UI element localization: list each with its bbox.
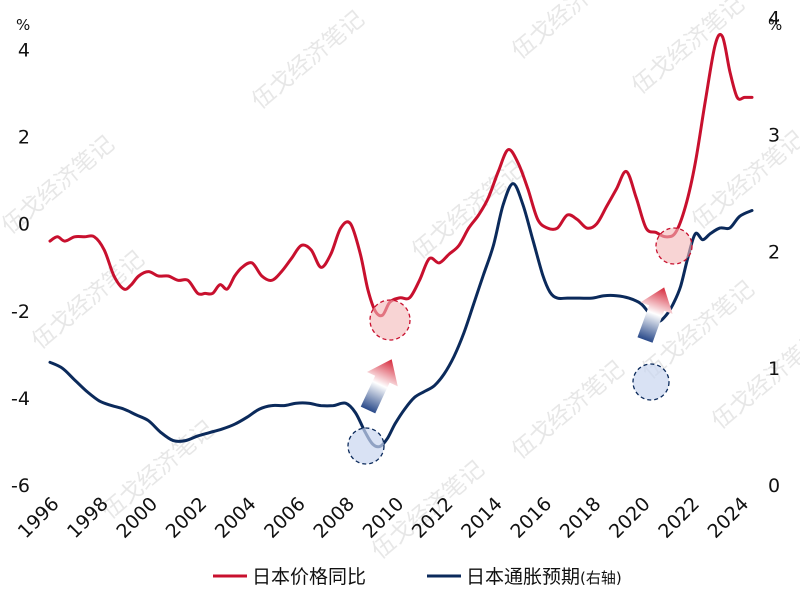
watermark-text: 伍戈经济笔记 <box>707 326 800 435</box>
highlight-circle-2009-expectation <box>347 427 385 465</box>
x-tick-label: 2002 <box>162 493 212 543</box>
x-tick-label: 2008 <box>309 493 359 543</box>
right-tick-label: 4 <box>768 8 780 30</box>
watermark-text: 伍戈经济笔记 <box>507 356 629 465</box>
highlight-circle-2010-price <box>369 299 411 341</box>
x-tick-label: 2024 <box>703 493 753 543</box>
right-tick-label: 1 <box>768 358 780 380</box>
left-axis: -6 -4 -2 0 2 4 <box>11 40 30 497</box>
right-tick-label: 2 <box>768 241 780 263</box>
left-tick-label: -4 <box>11 388 30 410</box>
right-tick-label: 3 <box>768 125 780 147</box>
x-tick-label: 2022 <box>654 493 704 543</box>
highlight-circle-2021-price <box>655 227 693 265</box>
left-tick-label: 4 <box>18 40 30 62</box>
left-axis-unit: % <box>16 16 30 34</box>
watermark-text: 伍戈经济笔记 <box>627 0 749 100</box>
x-tick-label: 2020 <box>605 493 655 543</box>
right-tick-label: 0 <box>768 475 780 497</box>
x-tick-label: 1996 <box>14 493 64 543</box>
right-axis: 0 1 2 3 4 <box>768 8 780 497</box>
up-arrow-icon <box>360 359 398 414</box>
left-tick-label: 0 <box>18 214 30 236</box>
watermark-text: 伍戈经济笔记 <box>507 0 629 65</box>
legend-label-price: 日本价格同比 <box>252 566 366 588</box>
up-arrow-icon <box>637 287 673 343</box>
x-tick-label: 2006 <box>260 493 310 543</box>
watermark-text: 伍戈经济笔记 <box>687 126 800 235</box>
legend: 日本价格同比 日本通胀预期(右轴) <box>213 566 622 588</box>
x-tick-label: 2014 <box>457 493 507 543</box>
watermark-text: 伍戈经济笔记 <box>407 156 529 265</box>
watermark-text: 伍戈经济笔记 <box>27 246 149 355</box>
annotations <box>347 227 693 465</box>
x-tick-label: 2018 <box>556 493 606 543</box>
x-tick-label: 2004 <box>211 493 261 543</box>
left-tick-label: -6 <box>11 475 30 497</box>
right-axis-unit: % <box>768 16 782 34</box>
highlight-circle-2020-expectation <box>632 363 670 401</box>
x-tick-label: 2016 <box>506 493 556 543</box>
left-tick-label: 2 <box>18 127 30 149</box>
legend-label-expectation: 日本通胀预期(右轴) <box>466 566 622 588</box>
watermark-text: 伍戈经济笔记 <box>247 6 369 115</box>
left-tick-label: -2 <box>11 301 30 323</box>
